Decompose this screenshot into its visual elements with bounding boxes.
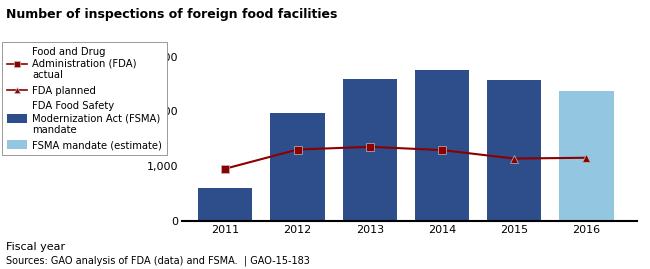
Text: Number of inspections of foreign food facilities: Number of inspections of foreign food fa…: [6, 8, 338, 21]
Bar: [198, 188, 252, 221]
Text: Sources: GAO analysis of FDA (data) and FSMA.  | GAO-15-183: Sources: GAO analysis of FDA (data) and …: [6, 256, 311, 266]
Text: Fiscal year: Fiscal year: [6, 242, 66, 252]
Bar: [560, 91, 614, 221]
Bar: [343, 79, 397, 221]
Bar: [270, 112, 324, 221]
Legend: Food and Drug
Administration (FDA)
actual, FDA planned, FDA Food Safety
Moderniz: Food and Drug Administration (FDA) actua…: [3, 42, 167, 155]
Bar: [415, 70, 469, 221]
Bar: [487, 80, 541, 221]
